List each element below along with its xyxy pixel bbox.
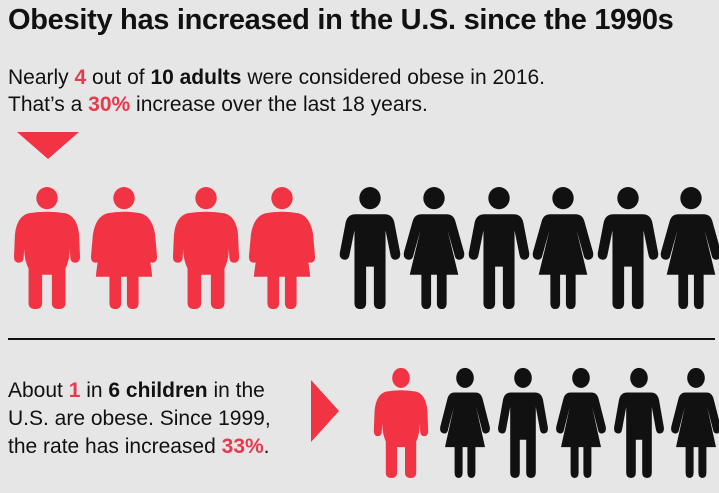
children-total: 6 children xyxy=(108,379,208,402)
children-statement: About 1 in 6 children in the U.S. are ob… xyxy=(8,377,271,461)
adult-man-icon xyxy=(465,186,533,309)
adult-man-icon xyxy=(594,186,662,309)
text: out of xyxy=(86,66,151,89)
text: the rate has increased xyxy=(8,435,222,458)
adults-line-2: That’s a 30% increase over the last 18 y… xyxy=(8,91,545,118)
adults-increase-pct: 30% xyxy=(88,93,131,116)
children-count: 1 xyxy=(68,379,81,402)
text: in the xyxy=(207,379,265,402)
child-woman-icon xyxy=(437,367,493,478)
children-line-1: About 1 in 6 children in the xyxy=(8,377,271,405)
adult-woman-obese-icon xyxy=(248,186,316,309)
children-line-3: the rate has increased 33%. xyxy=(8,433,271,461)
children-line-2: U.S. are obese. Since 1999, xyxy=(8,407,271,430)
adult-woman-icon xyxy=(400,186,468,309)
right-arrow-icon xyxy=(311,380,339,442)
text: increase over the last 18 years. xyxy=(130,93,428,116)
adult-woman-icon xyxy=(657,186,719,309)
adult-man-obese-icon xyxy=(13,186,81,309)
text: Nearly xyxy=(8,66,75,89)
child-man-icon xyxy=(611,367,667,478)
adults-count: 4 xyxy=(74,66,87,89)
text: About xyxy=(8,379,69,402)
text: in xyxy=(80,379,109,402)
divider xyxy=(8,338,715,340)
child-man-icon xyxy=(495,367,551,478)
text: were considered obese in 2016. xyxy=(241,66,546,89)
adults-statement: Nearly 4 out of 10 adults were considere… xyxy=(8,64,545,118)
child-woman-icon xyxy=(553,367,609,478)
children-increase-pct: 33% xyxy=(221,435,264,458)
child-child-obese-icon xyxy=(373,367,429,478)
text: That’s a xyxy=(8,93,89,116)
adult-woman-obese-icon xyxy=(90,186,158,309)
adult-man-icon xyxy=(336,186,404,309)
adult-woman-icon xyxy=(529,186,597,309)
page-title: Obesity has increased in the U.S. since … xyxy=(8,4,674,36)
adults-line-1: Nearly 4 out of 10 adults were considere… xyxy=(8,64,545,91)
child-woman-icon xyxy=(668,367,719,478)
text: . xyxy=(263,435,270,458)
adult-man-obese-icon xyxy=(172,186,240,309)
down-arrow-icon xyxy=(17,132,79,159)
adults-total: 10 adults xyxy=(150,66,242,89)
